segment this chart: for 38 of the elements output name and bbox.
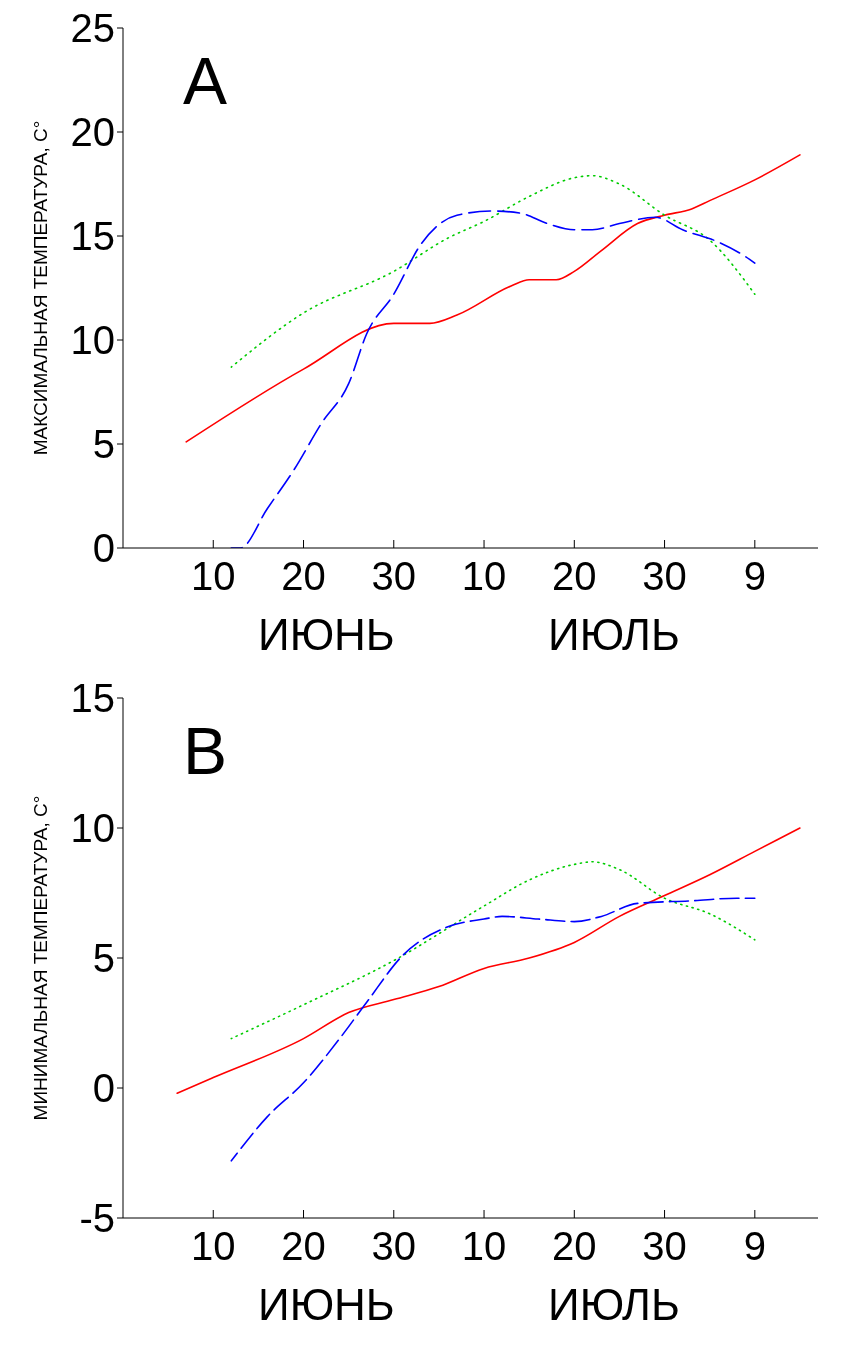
y-tick-label: 10 (70, 318, 115, 363)
line-series (185, 154, 801, 443)
y-axis-title: МАКСИМАЛЬНАЯ ТЕМПЕРАТУРА, C° (29, 120, 51, 456)
x-tick-label: 30 (371, 1224, 417, 1269)
y-tick-label: 5 (92, 422, 115, 467)
text: ИЮНЬ (258, 1280, 395, 1329)
x-tick-label: 10 (191, 1224, 236, 1269)
x-tick-label: 30 (642, 554, 687, 599)
x-tick-label: 10 (191, 554, 236, 599)
line-series (230, 897, 756, 1162)
y-tick-label: 20 (70, 110, 115, 155)
text: ИЮНЬ (258, 610, 395, 659)
x-tick-label: 20 (552, 1224, 597, 1269)
y-tick-label: 25 (70, 6, 115, 51)
x-tick-label: 10 (461, 1224, 507, 1269)
x-tick-label: 20 (281, 1224, 326, 1269)
x-tick-label: 30 (642, 1224, 687, 1269)
y-tick-label: 0 (92, 526, 115, 571)
x-tick-label: 9 (743, 1224, 766, 1269)
text: ИЮЛЬ (548, 1280, 680, 1329)
y-tick-label: 15 (70, 676, 115, 721)
chart-title: B (183, 714, 228, 788)
x-tick-label: 20 (281, 554, 326, 599)
x-tick-label: 20 (552, 554, 597, 599)
line-series (176, 827, 801, 1094)
y-tick-label: 10 (70, 806, 115, 851)
y-tick-label: -5 (79, 1196, 115, 1241)
x-tick-label: 10 (461, 554, 507, 599)
line-series (230, 174, 756, 368)
y-tick-label: 15 (70, 214, 115, 259)
x-tick-label: 30 (371, 554, 417, 599)
y-tick-label: 0 (92, 1066, 115, 1111)
y-axis-title: МИНИМАЛЬНАЯ ТЕМПЕРАТУРА, C° (29, 795, 51, 1121)
y-tick-label: 5 (92, 936, 115, 981)
text: ИЮЛЬ (548, 610, 680, 659)
line-series (230, 861, 756, 1040)
chart-title: A (183, 44, 228, 118)
x-tick-label: 9 (743, 554, 766, 599)
